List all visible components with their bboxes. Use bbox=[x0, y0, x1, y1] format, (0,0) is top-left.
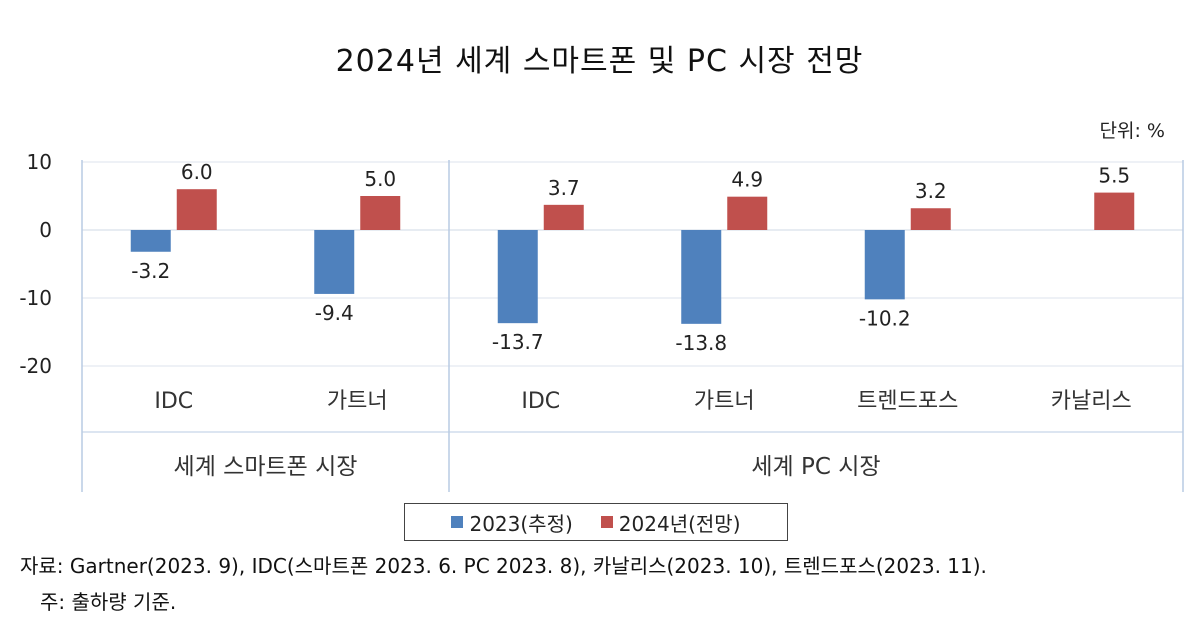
y-tick-label: -10 bbox=[19, 286, 52, 310]
data-label: 5.5 bbox=[1098, 164, 1130, 188]
group-label: 세계 PC 시장 bbox=[751, 454, 880, 480]
data-label: -13.7 bbox=[492, 330, 544, 354]
legend-item-2023: 2023(추정) bbox=[451, 508, 573, 537]
bar-2023 bbox=[497, 230, 538, 324]
y-tick-label: -20 bbox=[19, 354, 52, 378]
y-tick-label: 0 bbox=[39, 218, 52, 242]
data-label: 3.2 bbox=[915, 179, 947, 203]
bar-2023 bbox=[314, 230, 355, 294]
bar-2024 bbox=[360, 196, 401, 230]
category-label: 가트너 bbox=[327, 389, 388, 414]
category-label: 트렌드포스 bbox=[857, 389, 958, 414]
category-label: 카날리스 bbox=[1051, 389, 1132, 414]
bar-2024 bbox=[543, 204, 584, 230]
data-label: 6.0 bbox=[181, 160, 213, 184]
bar-chart: 10 0 -10 -20 -3.2 6.0 IDC -9.4 5.0 가트너 -13.7 3.7 IDC… bbox=[19, 150, 1184, 492]
chart-title: 2024년 세계 스마트폰 및 PC 시장 전망 bbox=[335, 44, 864, 79]
legend-item-2024: 2024년(전망) bbox=[600, 508, 741, 537]
data-label: -10.2 bbox=[859, 306, 911, 330]
category-label: IDC bbox=[154, 389, 193, 414]
y-tick-label: 10 bbox=[27, 150, 52, 174]
bar-2023 bbox=[864, 230, 905, 300]
data-label: -13.8 bbox=[675, 331, 727, 355]
bar-2023 bbox=[130, 230, 171, 252]
bar-2024 bbox=[176, 189, 217, 230]
group-label: 세계 스마트폰 시장 bbox=[174, 454, 358, 480]
legend-label-2023: 2023(추정) bbox=[469, 511, 573, 536]
source-text: 자료: Gartner(2023. 9), IDC(스마트폰 2023. 6. … bbox=[20, 554, 987, 578]
data-label: -3.2 bbox=[131, 259, 170, 283]
data-label: 5.0 bbox=[364, 167, 396, 191]
data-label: 3.7 bbox=[548, 176, 580, 200]
legend-swatch-2023 bbox=[451, 516, 464, 528]
note-text: 주: 출하량 기준. bbox=[40, 590, 177, 614]
category-label: 가트너 bbox=[694, 389, 755, 414]
category-label: IDC bbox=[521, 389, 560, 414]
unit-label: 단위: % bbox=[1099, 120, 1165, 142]
data-label: 4.9 bbox=[731, 168, 763, 192]
legend-swatch-2024 bbox=[600, 516, 613, 528]
data-label: -9.4 bbox=[315, 301, 354, 325]
bar-2023 bbox=[681, 230, 722, 324]
bar-2024 bbox=[727, 196, 768, 230]
legend: 2023(추정) 2024년(전망) bbox=[404, 503, 788, 541]
legend-label-2024: 2024년(전망) bbox=[618, 511, 741, 536]
bar-2024 bbox=[1094, 192, 1135, 230]
bar-2024 bbox=[910, 208, 951, 230]
